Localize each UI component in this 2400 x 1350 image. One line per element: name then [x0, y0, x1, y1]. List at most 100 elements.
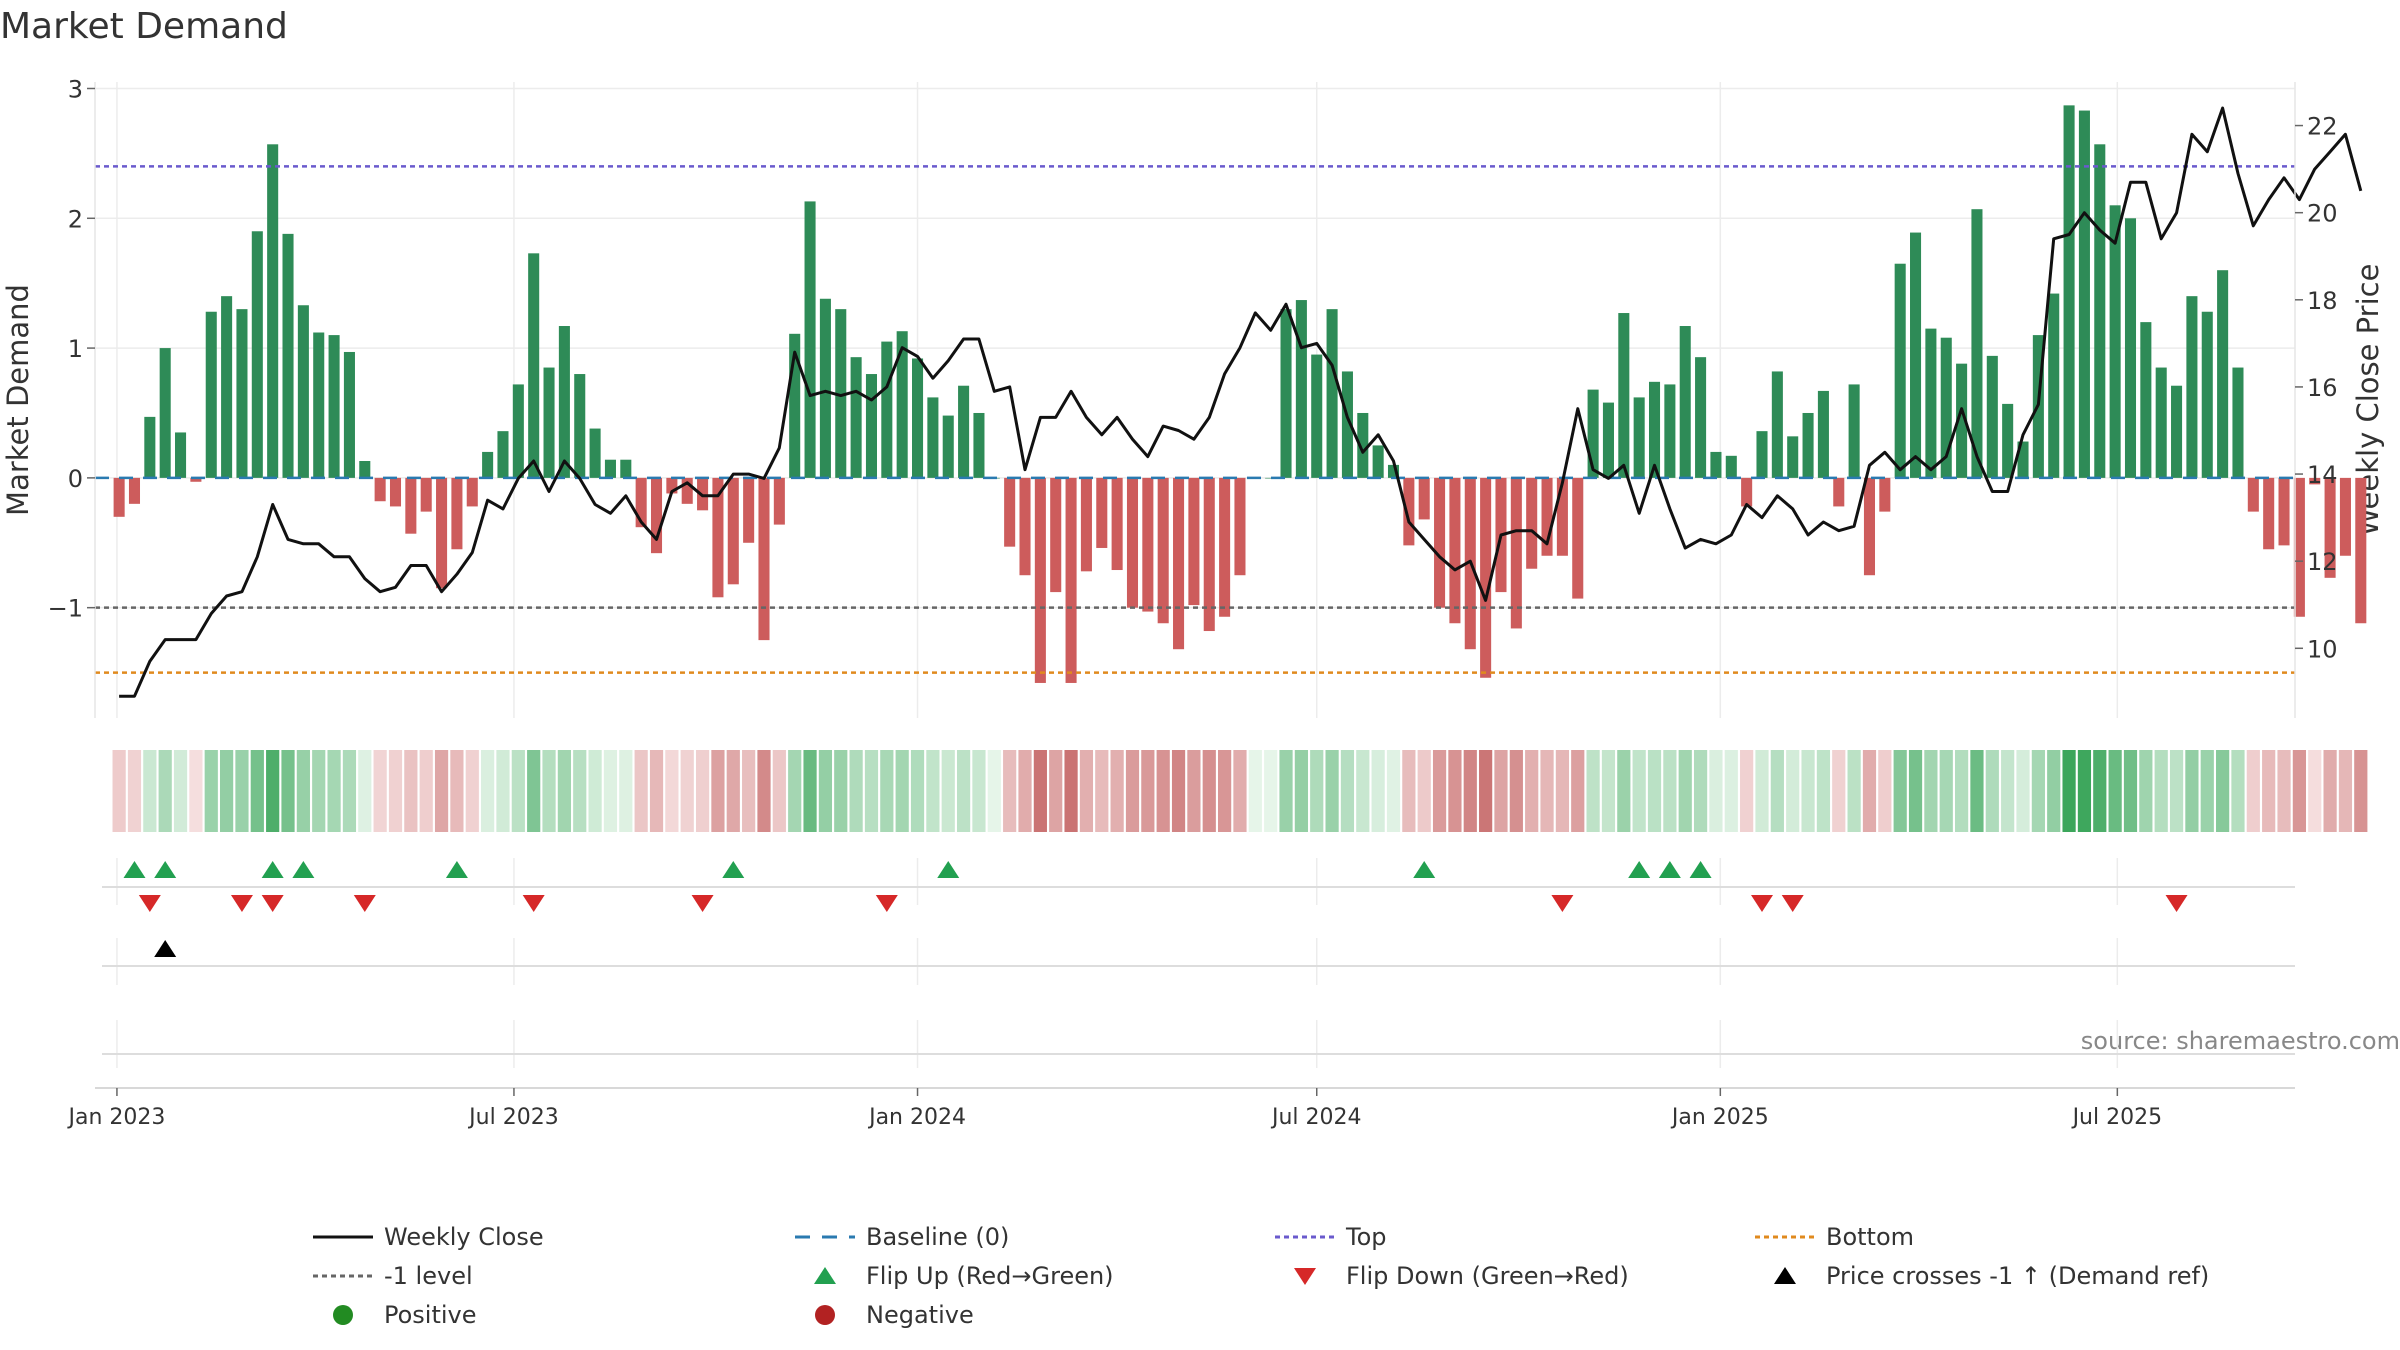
price-cross-marker — [154, 940, 177, 957]
demand-bar — [1587, 389, 1599, 478]
demand-bar — [635, 477, 647, 528]
heat-cell — [1678, 750, 1692, 832]
demand-bar — [2109, 205, 2121, 478]
right-tick-label: 20 — [2307, 200, 2338, 228]
demand-bar — [512, 384, 524, 478]
heat-cell — [1156, 750, 1170, 832]
heat-cell — [250, 750, 264, 832]
demand-bar — [2048, 293, 2060, 478]
legend-label: Bottom — [1826, 1223, 1914, 1251]
demand-bar — [1618, 313, 1630, 478]
demand-bar — [1188, 477, 1200, 606]
flip-down-marker — [875, 895, 898, 912]
demand-bar — [2171, 385, 2183, 478]
legend: Weekly Close Baseline (0) Top Bottom -1 leve… — [313, 1223, 2209, 1329]
demand-bar — [1004, 477, 1016, 547]
heat-cell — [1171, 750, 1186, 832]
demand-bar — [681, 477, 693, 504]
heat-cell — [1003, 750, 1017, 832]
flip-up-marker — [154, 861, 177, 878]
demand-bar — [1725, 455, 1737, 478]
heat-cell — [634, 750, 648, 832]
demand-bar — [1925, 328, 1937, 478]
heat-cell — [143, 750, 157, 832]
heat-cell — [818, 750, 833, 832]
demand-bar — [1910, 232, 1922, 478]
flip-up-marker — [261, 861, 284, 878]
demand-bar — [144, 416, 156, 478]
heat-cell — [956, 750, 971, 832]
heat-cell — [1279, 750, 1293, 832]
heat-cell — [910, 750, 925, 832]
demand-bar — [2017, 441, 2029, 478]
heat-cell — [1801, 750, 1815, 832]
demand-bar — [313, 332, 325, 478]
x-tick-label: Jan 2023 — [66, 1105, 165, 1130]
flip-down-marker — [230, 895, 253, 912]
legend-label: Flip Up (Red→Green) — [866, 1262, 1114, 1290]
demand-bar — [497, 431, 509, 478]
demand-bar — [2002, 403, 2014, 478]
demand-bar — [835, 309, 847, 478]
legend-swatch-triangle-up — [814, 1267, 836, 1284]
heat-cell — [1740, 750, 1754, 832]
demand-bar — [1111, 477, 1123, 571]
heat-cell — [680, 750, 694, 832]
demand-bar — [2094, 144, 2106, 478]
flip-up-marker — [1658, 861, 1681, 878]
heat-cell — [112, 750, 126, 832]
demand-bar — [1863, 477, 1876, 576]
heat-cell — [1709, 750, 1723, 832]
demand-bar — [743, 477, 755, 543]
heat-cell — [1386, 750, 1401, 832]
demand-bar — [865, 374, 877, 478]
heat-cell — [1509, 750, 1523, 832]
left-tick-label: −1 — [48, 595, 83, 623]
demand-bar — [650, 477, 663, 554]
heat-cell — [1448, 750, 1462, 832]
heat-cell — [2169, 750, 2184, 832]
heat-cell — [880, 750, 894, 832]
heat-cell — [419, 750, 433, 832]
demand-bar — [1403, 477, 1415, 546]
flip-up-marker — [1628, 861, 1651, 878]
heat-cell — [1786, 750, 1800, 832]
x-tick-label: Jul 2024 — [1270, 1105, 1362, 1130]
heat-cell — [2354, 750, 2368, 832]
heat-cell — [388, 750, 403, 832]
legend-label: -1 level — [384, 1262, 473, 1290]
demand-bar — [1572, 477, 1584, 599]
heat-cell — [588, 750, 602, 832]
flip-down-marker — [1781, 895, 1804, 912]
demand-bar — [236, 309, 248, 478]
x-tick-label: Jul 2023 — [467, 1105, 559, 1130]
heat-cell — [434, 750, 449, 832]
demand-bar — [1280, 309, 1292, 478]
demand-bar — [1372, 445, 1384, 478]
heat-cell — [158, 750, 172, 832]
flip-down-marker — [522, 895, 545, 912]
heat-cell — [1954, 750, 1969, 832]
left-tick-label: 2 — [68, 205, 83, 233]
demand-bar — [374, 477, 386, 502]
demand-bar — [190, 477, 202, 482]
demand-bar — [1986, 355, 1998, 478]
heat-cell — [2277, 750, 2291, 832]
demand-bar — [589, 428, 601, 478]
demand-bar — [2155, 367, 2167, 478]
heat-cell — [726, 750, 740, 832]
flip-down-marker — [2165, 895, 2188, 912]
heat-cell — [1018, 750, 1032, 832]
heat-cell — [788, 750, 802, 832]
demand-bar — [1449, 477, 1461, 624]
x-tick-label: Jan 2024 — [867, 1105, 966, 1130]
heat-cell — [742, 750, 756, 832]
heat-cell — [711, 750, 725, 832]
right-tick-label: 22 — [2307, 113, 2338, 141]
heat-cell — [603, 750, 618, 832]
heat-cell — [1663, 750, 1677, 832]
demand-bar — [819, 298, 831, 478]
weekly-close-series — [119, 106, 2363, 698]
demand-bar — [1633, 397, 1645, 478]
heat-cell — [1125, 750, 1140, 832]
